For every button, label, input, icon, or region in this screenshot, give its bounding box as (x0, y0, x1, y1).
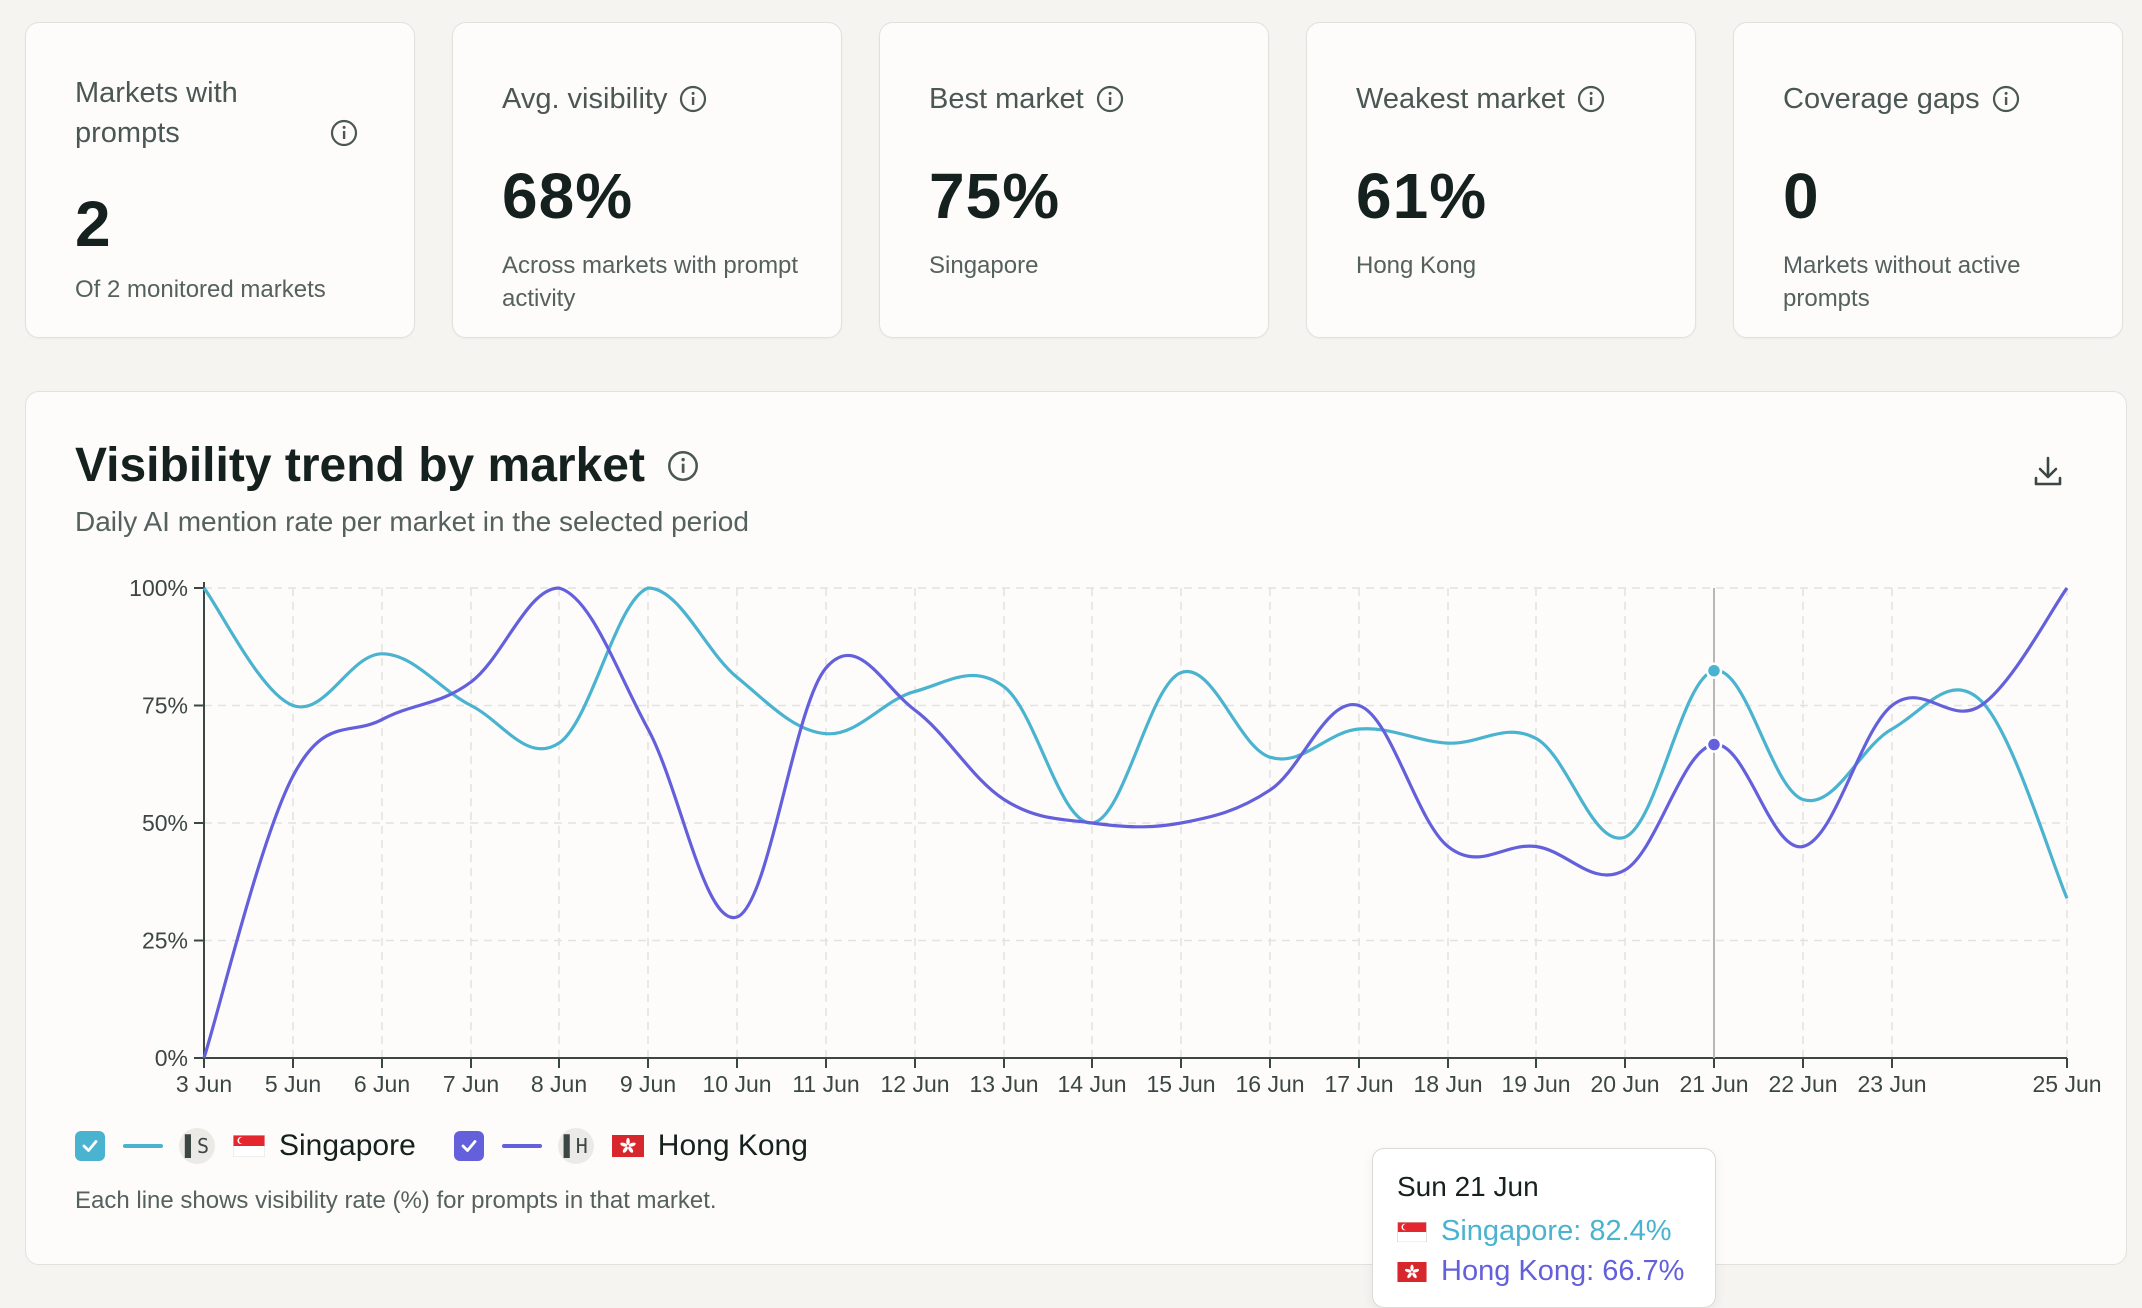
info-icon[interactable] (1992, 85, 2020, 113)
kpi-title-label: Coverage gaps (1783, 83, 1980, 115)
kpi-card-coverage-gaps: Coverage gaps 0 Markets without active p… (1733, 22, 2123, 338)
legend-label: Singapore (279, 1129, 416, 1162)
x-tick-label: 15 Jun (1146, 1071, 1215, 1097)
info-icon[interactable] (667, 450, 699, 482)
y-tick-label: 75% (142, 693, 188, 719)
panel-subtitle: Daily AI mention rate per market in the … (75, 506, 749, 537)
kpi-value: 61% (1356, 160, 1488, 232)
tooltip-value: Hong Kong: 66.7% (1441, 1255, 1685, 1287)
x-tick-label: 12 Jun (880, 1071, 949, 1097)
x-tick-label: 22 Jun (1768, 1071, 1837, 1097)
checkbox-icon[interactable] (453, 1131, 484, 1161)
x-tick-label: 13 Jun (969, 1071, 1038, 1097)
kpi-title-label: Weakest market (1356, 83, 1565, 115)
kpi-subtext: Of 2 monitored markets (75, 276, 326, 303)
y-tick-label: 25% (142, 928, 188, 954)
y-tick-label: 100% (129, 575, 188, 601)
download-icon[interactable] (2028, 452, 2068, 492)
x-tick-label: 8 Jun (531, 1071, 587, 1097)
legend-item-hong-kong[interactable]: ▌ H Hong Kong (453, 1128, 808, 1164)
tooltip-value: Singapore: 82.4% (1441, 1215, 1672, 1247)
series-line-hong-kong (202, 586, 2069, 1059)
x-tick-label: 10 Jun (702, 1071, 771, 1097)
highlight-point-singapore (1705, 662, 1723, 679)
hong-kong-flag-icon (611, 1135, 644, 1157)
x-tick-label: 21 Jun (1679, 1071, 1748, 1097)
chart-legend: ▌ S Singapore ▌ H Hong Kong (75, 1128, 846, 1164)
x-tick-label: 6 Jun (354, 1071, 410, 1097)
x-tick-label: 14 Jun (1057, 1071, 1126, 1097)
x-tick-label: 11 Jun (792, 1071, 859, 1097)
legend-label: Hong Kong (657, 1129, 808, 1162)
x-tick-label: 16 Jun (1235, 1071, 1304, 1097)
kpi-subtext: Across markets with prompt activity (502, 252, 799, 312)
legend-line-swatch (501, 1144, 542, 1148)
legend-line-swatch (123, 1144, 163, 1148)
kpi-card-markets: Markets with prompts 2 Of 2 monitored ma… (25, 22, 415, 338)
highlight-point-hong-kong (1705, 736, 1723, 753)
kpi-title: Best market (929, 79, 1124, 119)
y-tick-label: 50% (142, 810, 188, 836)
market-badge: ▌ H (557, 1128, 594, 1164)
singapore-flag-icon (233, 1135, 265, 1157)
x-tick-label: 7 Jun (443, 1071, 499, 1097)
legend-item-singapore[interactable]: ▌ S Singapore (75, 1128, 416, 1164)
kpi-card-best-market: Best market 75% Singapore (879, 22, 1269, 338)
market-code: H (575, 1134, 588, 1158)
kpi-value: 0 (1783, 160, 1820, 232)
tooltip-row-singapore: Singapore: 82.4% (1397, 1215, 1672, 1248)
tooltip-row-hong-kong: Hong Kong: 66.7% (1397, 1255, 1684, 1288)
kpi-title-label: Avg. visibility (502, 83, 668, 115)
kpi-value: 68% (502, 160, 634, 232)
kpi-value: 75% (929, 160, 1061, 232)
x-tick-label: 17 Jun (1324, 1071, 1393, 1097)
x-tick-label: 25 Jun (2032, 1071, 2101, 1097)
kpi-title: Avg. visibility (502, 79, 707, 119)
info-icon[interactable] (1096, 85, 1124, 113)
x-tick-label: 23 Jun (1857, 1071, 1926, 1097)
kpi-subtext: Singapore (929, 252, 1039, 279)
hong-kong-flag-icon (1397, 1261, 1427, 1282)
x-tick-label: 19 Jun (1501, 1071, 1570, 1097)
kpi-title: Coverage gaps (1783, 79, 2020, 119)
x-tick-label: 9 Jun (620, 1071, 676, 1097)
y-tick-label: 0% (155, 1045, 188, 1071)
kpi-value: 2 (75, 188, 112, 260)
kpi-title: Weakest market (1356, 79, 1605, 119)
kpi-subtext: Hong Kong (1356, 252, 1477, 279)
checkbox-icon[interactable] (75, 1131, 105, 1161)
line-chart[interactable]: 0% 25% 50% 75% 100% 3 Jun 5 Jun 6 Jun 7 Jun 8 Jun… (26, 392, 2126, 1132)
info-icon[interactable] (330, 119, 358, 147)
visibility-trend-panel: Visibility trend by market Daily AI ment… (25, 391, 2127, 1308)
kpi-subtext: Markets without active prompts (1783, 252, 2021, 312)
tooltip-date: Sun 21 Jun (1397, 1171, 1539, 1202)
kpi-title: Markets with prompts (75, 77, 238, 149)
market-badge: ▌ S (179, 1128, 215, 1164)
x-tick-label: 20 Jun (1590, 1071, 1659, 1097)
chart-tooltip: Sun 21 Jun Singapore: 82.4% Hong Kong: 6… (1372, 1148, 1716, 1308)
singapore-flag-icon (1397, 1221, 1427, 1242)
x-tick-label: 18 Jun (1413, 1071, 1482, 1097)
info-icon[interactable] (1577, 85, 1605, 113)
kpi-card-weakest-market: Weakest market 61% Hong Kong (1306, 22, 1696, 338)
kpi-card-avg-visibility: Avg. visibility 68% Across markets with … (452, 22, 842, 338)
info-icon[interactable] (679, 85, 707, 113)
series-line-singapore (202, 586, 2069, 899)
chart-footnote: Each line shows visibility rate (%) for … (75, 1187, 717, 1214)
panel-title-text: Visibility trend by market (75, 439, 645, 492)
market-code: S (197, 1134, 210, 1158)
x-tick-label: 5 Jun (265, 1071, 321, 1097)
panel-title: Visibility trend by market (75, 438, 699, 493)
x-tick-label: 3 Jun (176, 1071, 232, 1097)
kpi-title-label: Best market (929, 83, 1084, 115)
